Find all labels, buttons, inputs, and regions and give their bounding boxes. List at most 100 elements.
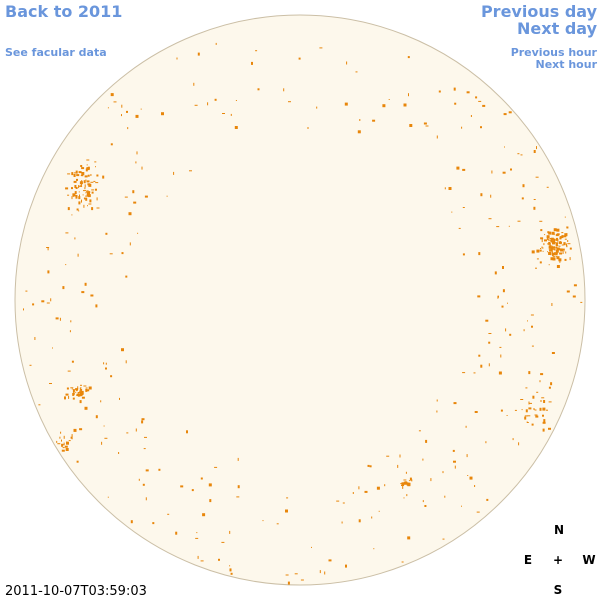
facula (83, 190, 86, 192)
facula (85, 195, 89, 197)
facula (566, 245, 568, 248)
facula (559, 259, 561, 263)
facula (358, 519, 361, 523)
facula (100, 400, 102, 403)
facula (367, 464, 370, 467)
facula (551, 251, 553, 254)
facula (521, 409, 523, 411)
facula (49, 383, 52, 384)
facula (522, 184, 525, 188)
facula (75, 187, 78, 189)
facula (562, 251, 564, 254)
facula (539, 220, 543, 222)
facula (496, 226, 500, 228)
facula (551, 352, 555, 354)
facula (448, 187, 452, 190)
facula (229, 565, 231, 567)
facula (91, 207, 94, 211)
facula (475, 96, 478, 99)
facula (95, 415, 98, 419)
facula (424, 505, 427, 507)
facula (191, 489, 194, 492)
facula (121, 104, 123, 108)
next-day-link[interactable]: Next day (517, 19, 598, 38)
facula (77, 386, 79, 390)
facula (418, 430, 421, 432)
facula (541, 397, 545, 399)
facula (369, 465, 372, 468)
facula (376, 486, 380, 490)
facula (497, 295, 499, 299)
facula (403, 103, 407, 107)
facula (80, 175, 82, 176)
facula (352, 492, 354, 494)
facula (536, 391, 539, 393)
facula (41, 300, 45, 303)
facula (59, 317, 61, 321)
facula (135, 114, 139, 118)
facula (78, 171, 82, 174)
facula (462, 253, 465, 256)
facula (555, 234, 559, 237)
facula (560, 248, 564, 252)
facula (176, 57, 178, 60)
facular-data-link[interactable]: See facular data (5, 46, 107, 59)
facula (554, 247, 556, 251)
facula (498, 371, 502, 375)
previous-hour-link[interactable]: Previous hour (511, 46, 598, 59)
facula (553, 256, 555, 258)
facula (404, 481, 407, 483)
facula (68, 395, 70, 399)
facula (77, 392, 80, 393)
facula (505, 328, 507, 332)
facula (81, 396, 85, 399)
facula (25, 290, 28, 292)
facula (105, 232, 108, 235)
facula (61, 449, 65, 452)
facula (328, 559, 332, 562)
facula (23, 308, 24, 311)
previous-day-link[interactable]: Previous day (481, 2, 598, 21)
facula (47, 247, 49, 251)
facula (38, 404, 41, 406)
facula (73, 180, 77, 183)
facula (75, 391, 77, 393)
facula (425, 439, 428, 443)
facula (567, 243, 571, 245)
facula (407, 56, 410, 59)
facula (539, 407, 542, 411)
next-hour-link[interactable]: Next hour (536, 58, 598, 71)
facula (71, 438, 73, 440)
facula (105, 367, 107, 370)
facula (563, 235, 567, 238)
facula (80, 389, 82, 392)
facula (255, 50, 258, 52)
facula (79, 428, 83, 431)
facula (553, 249, 556, 251)
facula (569, 247, 572, 250)
facula (550, 239, 553, 243)
back-link[interactable]: Back to 2011 (5, 2, 122, 21)
facula (67, 173, 71, 175)
facula (386, 455, 390, 457)
facula (88, 203, 92, 205)
facula (561, 248, 565, 251)
facula (46, 247, 50, 248)
facula (67, 194, 70, 196)
facula (534, 414, 538, 416)
facula (541, 246, 543, 248)
facula (540, 400, 542, 402)
facula (207, 102, 209, 106)
facula (503, 113, 507, 116)
compass-west: W (582, 553, 595, 567)
facula (209, 499, 212, 503)
facula (436, 135, 438, 139)
facula (50, 298, 52, 302)
facula (144, 436, 147, 438)
facula (218, 558, 220, 561)
facula (550, 252, 552, 256)
facula (85, 192, 87, 194)
facula (105, 362, 107, 365)
facula (208, 483, 212, 487)
facula (47, 270, 50, 274)
